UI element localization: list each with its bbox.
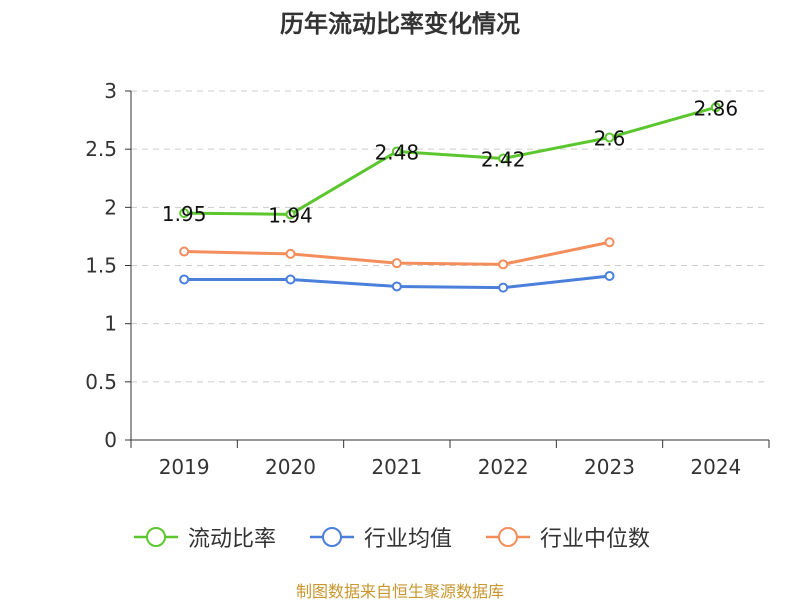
data-point-0 (391, 146, 402, 157)
x-tick-label: 2024 (690, 455, 741, 479)
legend-item-industry-mean[interactable]: 行业均值 (310, 520, 452, 554)
legend-swatch-industry-median (486, 527, 530, 547)
data-point-2 (604, 237, 615, 248)
data-point-1 (604, 270, 615, 281)
x-tick-label: 2019 (159, 455, 210, 479)
legend-swatch-industry-mean (310, 527, 354, 547)
data-point-0 (285, 209, 296, 220)
data-point-2 (391, 258, 402, 269)
legend-label-industry-mean: 行业均值 (364, 527, 453, 552)
y-tick-label: 1.5 (85, 254, 117, 278)
data-label: 1.94 (268, 203, 313, 227)
data-label: 2.48 (375, 140, 420, 164)
y-tick-label: 2 (104, 195, 117, 219)
data-point-1 (391, 281, 402, 292)
data-point-0 (604, 132, 615, 143)
y-tick-label: 1 (104, 312, 117, 336)
x-tick-label: 2022 (478, 455, 529, 479)
legend-label-current-ratio: 流动比率 (188, 527, 277, 552)
data-label: 2.6 (594, 127, 626, 151)
data-point-1 (179, 274, 190, 285)
data-point-2 (498, 259, 509, 270)
x-tick-label: 2021 (371, 455, 422, 479)
series-line-0 (184, 105, 717, 216)
y-tick-label: 2.5 (85, 137, 117, 161)
y-tick-label: 0.5 (85, 370, 117, 394)
chart-title: 历年流动比率变化情况 (280, 10, 520, 38)
data-point-2 (285, 248, 296, 259)
data-label: 2.42 (481, 147, 526, 171)
data-point-0 (179, 208, 190, 219)
legend-item-industry-median[interactable]: 行业中位数 (486, 520, 650, 554)
data-label: 2.86 (694, 96, 739, 120)
data-point-0 (710, 102, 721, 113)
data-point-1 (285, 274, 296, 285)
data-label: 1.95 (162, 202, 207, 226)
data-point-0 (498, 153, 509, 164)
source-footer: 制图数据来自恒生聚源数据库 (295, 582, 504, 601)
x-tick-label: 2023 (584, 455, 635, 479)
data-point-2 (179, 246, 190, 257)
legend-swatch-current-ratio (134, 527, 178, 547)
y-tick-label: 0 (104, 428, 117, 452)
legend: 流动比率 行业均值 行业中位数 (0, 520, 800, 554)
y-tick-label: 3 (104, 79, 117, 103)
legend-item-current-ratio[interactable]: 流动比率 (134, 520, 276, 554)
data-point-1 (498, 282, 509, 293)
legend-label-industry-median: 行业中位数 (540, 527, 651, 552)
x-tick-label: 2020 (265, 455, 316, 479)
